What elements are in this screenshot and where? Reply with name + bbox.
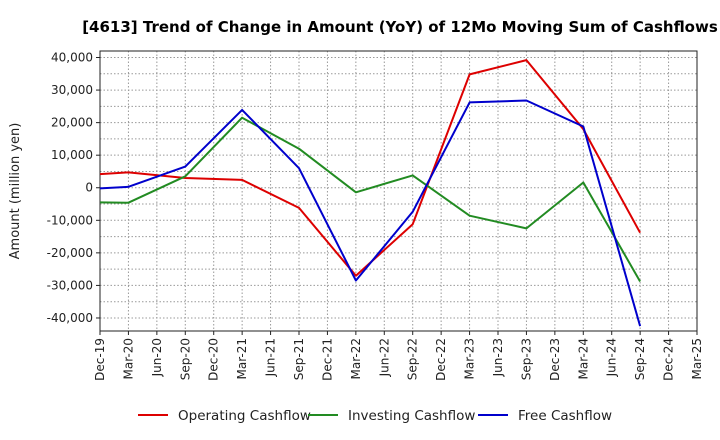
legend-label: Free Cashflow (518, 408, 612, 424)
x-tick-label: Jun-22 (377, 338, 391, 377)
x-tick-label: Jun-23 (491, 338, 505, 377)
x-tick-label: Dec-23 (548, 338, 562, 381)
y-tick-label: 30,000 (51, 83, 93, 97)
legend-label: Operating Cashflow (178, 408, 311, 424)
y-tick-label: 10,000 (51, 148, 93, 162)
x-tick-label: Sep-23 (519, 338, 533, 380)
series-line-free-cashflow (99, 99, 642, 327)
x-tick-label: Mar-24 (576, 338, 590, 379)
y-tick-label: -20,000 (47, 246, 93, 260)
y-tick-label: -30,000 (47, 278, 93, 292)
series-line-investing-cashflow (99, 116, 641, 282)
x-tick-label: Dec-22 (434, 338, 448, 381)
y-axis-label: Amount (million yen) (8, 123, 23, 260)
y-tick-label: 20,000 (51, 116, 93, 130)
chart-title: [4613] Trend of Change in Amount (YoY) o… (82, 18, 718, 36)
y-tick-label: 0 (85, 181, 93, 195)
series-line-operating-cashflow (99, 59, 641, 277)
x-tick-label: Mar-22 (349, 338, 363, 379)
x-tick-label: Mar-23 (463, 338, 477, 379)
plot-frame (99, 50, 698, 332)
x-tick-label: Sep-24 (633, 338, 647, 380)
y-tick-label: -40,000 (47, 311, 93, 325)
y-tick-label: 40,000 (51, 51, 93, 65)
x-tick-label: Mar-21 (235, 338, 249, 379)
legend-label: Investing Cashflow (348, 408, 475, 424)
x-tick-label: Dec-24 (662, 338, 676, 381)
x-tick-label: Dec-21 (320, 338, 334, 381)
x-tick-label: Sep-20 (178, 338, 192, 380)
x-tick-label: Jun-21 (264, 338, 278, 377)
x-tick-label: Dec-20 (207, 338, 221, 381)
x-tick-label: Sep-21 (292, 338, 306, 380)
x-tick-label: Jun-20 (150, 338, 164, 377)
x-tick-label: Mar-25 (690, 338, 704, 379)
x-tick-label: Sep-22 (406, 338, 420, 380)
x-tick-label: Mar-20 (121, 338, 135, 379)
plot-area: 40,000 30,000 20,000 10,000 0 -10,000 -20,000 -… (47, 50, 704, 381)
legend: Operating Cashflow Investing Cashflow Free… (138, 408, 612, 424)
x-tick-label: Jun-24 (605, 338, 619, 377)
y-tick-label: -10,000 (47, 213, 93, 227)
plot-background (100, 51, 697, 331)
x-tick-label: Dec-19 (93, 338, 107, 381)
